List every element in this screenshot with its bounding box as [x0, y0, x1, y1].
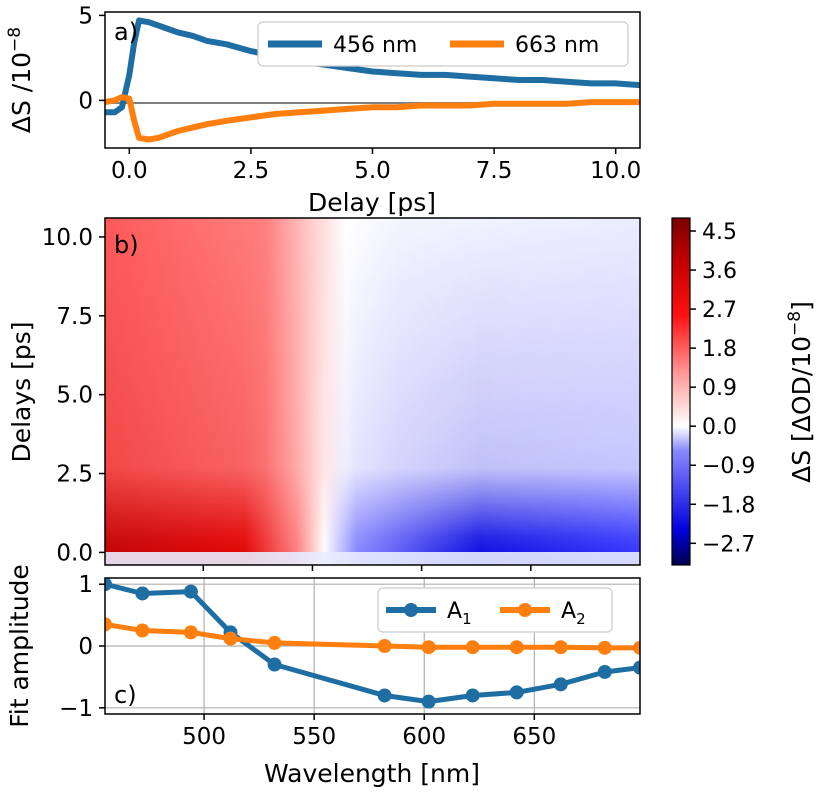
legend-label-a1-main: A — [447, 599, 462, 624]
heatmap-prezero-strip — [105, 552, 640, 565]
colorbar-tick-label-4: 0.9 — [702, 376, 737, 401]
c-xtick-label-2: 600 — [402, 724, 446, 750]
b-ytick-label-4: 10.0 — [42, 225, 93, 251]
amp-point-0-8 — [509, 685, 524, 700]
colorbar-tick-label-2: 2.7 — [702, 298, 737, 323]
panel-b-ylabel: Delays [ps] — [7, 321, 36, 462]
panel-a-ylabel-main: ΔS /10 — [7, 52, 36, 133]
a-xtick-label-0: 0.0 — [111, 158, 148, 184]
panel-a-ylabel-exp: −8 — [5, 27, 25, 52]
amp-point-1-8 — [509, 640, 524, 655]
panel-c-legend: A1 A2 — [377, 587, 613, 633]
amp-point-0-6 — [421, 694, 436, 709]
c-xtick-label-1: 550 — [292, 724, 336, 750]
amp-point-0-11 — [633, 660, 640, 675]
panel-b-frame — [104, 217, 641, 566]
colorbar-tick-label-3: 1.8 — [702, 337, 737, 362]
legend-marker-a1 — [404, 603, 418, 617]
amp-point-1-1 — [135, 623, 150, 638]
amp-point-0-5 — [377, 688, 392, 703]
amp-point-0-9 — [553, 677, 568, 692]
panel-a-label: a) — [114, 18, 138, 46]
amp-line-1 — [105, 621, 640, 651]
legend-label-a2-main: A — [561, 599, 576, 624]
amp-point-1-0 — [105, 617, 112, 632]
panel-a-legend: 456 nm 663 nm — [257, 21, 629, 67]
colorbar-label-exp: −8 — [785, 311, 805, 336]
c-ytick-label-2: −1 — [59, 696, 93, 722]
b-ytick-label-3: 7.5 — [56, 304, 93, 330]
heatmap-early-band — [105, 218, 640, 565]
series-line-1 — [105, 94, 640, 143]
a-ytick-label-0: 5 — [78, 3, 93, 29]
colorbar-tick-label-0: 4.5 — [702, 220, 737, 245]
colorbar-label-main: ΔS [ΔOD/10 — [787, 336, 816, 483]
amp-point-1-4 — [267, 635, 282, 650]
c-xtick-label-3: 650 — [512, 724, 556, 750]
amp-point-1-3 — [223, 631, 238, 646]
legend-label-a1: A1 — [447, 599, 472, 628]
amp-point-1-9 — [553, 640, 568, 655]
panel-a-ylabel: ΔS /10−8 — [5, 27, 36, 133]
panel-c-legend-box — [377, 587, 613, 633]
b-ytick-label-0: 0.0 — [56, 540, 93, 566]
amp-point-0-2 — [183, 584, 198, 599]
panel-a-xlabel: Delay [ps] — [308, 188, 436, 217]
panel-c-xlabel: Wavelength [nm] — [264, 759, 480, 788]
panel-c-ylabel: Fit amplitude — [5, 564, 34, 728]
colorbar-tick-label-7: −1.8 — [702, 493, 755, 518]
amp-point-0-10 — [597, 664, 612, 679]
amp-point-0-7 — [465, 688, 480, 703]
amp-point-0-1 — [135, 586, 150, 601]
c-ytick-label-1: 0 — [78, 634, 93, 660]
panel-b-label: b) — [114, 231, 139, 259]
amp-point-1-2 — [183, 625, 198, 640]
amp-point-0-4 — [267, 657, 282, 672]
a-xtick-label-1: 2.5 — [233, 158, 270, 184]
c-ytick-label-0: 1 — [78, 572, 93, 598]
panel-b: 0.0 2.5 5.0 7.5 10.0 b) Delays [ps] 4.5 3.6 2.… — [7, 217, 816, 571]
amp-line-0 — [105, 581, 640, 705]
c-xtick-label-0: 500 — [182, 724, 226, 750]
panel-a-legend-box — [257, 21, 629, 67]
amp-point-1-5 — [377, 639, 392, 653]
legend-label-456: 456 nm — [333, 33, 417, 58]
legend-label-a2: A2 — [561, 599, 586, 628]
a-xtick-label-3: 7.5 — [476, 158, 513, 184]
colorbar-tick-label-1: 3.6 — [702, 259, 737, 284]
amp-point-1-10 — [597, 640, 612, 655]
amp-point-1-6 — [421, 640, 436, 655]
colorbar-tick-label-6: −0.9 — [702, 454, 755, 479]
amp-point-1-11 — [633, 640, 640, 655]
colorbar-label-suffix: ] — [787, 301, 816, 311]
a-ytick-label-1: 0 — [78, 88, 93, 114]
colorbar: 4.5 3.6 2.7 1.8 0.9 0.0 −0.9 −1.8 −2.7 ΔS [ΔOD/1… — [671, 217, 816, 566]
legend-label-663: 663 nm — [515, 33, 599, 58]
b-ytick-label-2: 5.0 — [56, 383, 93, 409]
colorbar-tick-label-8: −2.7 — [702, 532, 755, 557]
legend-marker-a2 — [518, 603, 532, 617]
colorbar-tick-label-5: 0.0 — [702, 415, 737, 440]
colorbar-label: ΔS [ΔOD/10−8] — [785, 301, 816, 483]
amp-point-1-7 — [465, 640, 480, 655]
b-ytick-label-1: 2.5 — [56, 462, 93, 488]
a-xtick-label-4: 10.0 — [590, 158, 641, 184]
a-xtick-label-2: 5.0 — [354, 158, 391, 184]
legend-label-a1-sub: 1 — [462, 610, 472, 628]
amp-point-0-0 — [105, 578, 112, 592]
legend-label-a2-sub: 2 — [576, 610, 586, 628]
panel-c-label: c) — [114, 681, 137, 709]
panel-c: 500 550 600 650 1 0 −1 c) Wavelength [nm] Fit… — [5, 564, 641, 788]
colorbar-gradient — [671, 217, 691, 566]
panel-a: 0.0 2.5 5.0 7.5 10.0 5 0 a) Delay [ps] ΔS /10… — [5, 3, 641, 217]
